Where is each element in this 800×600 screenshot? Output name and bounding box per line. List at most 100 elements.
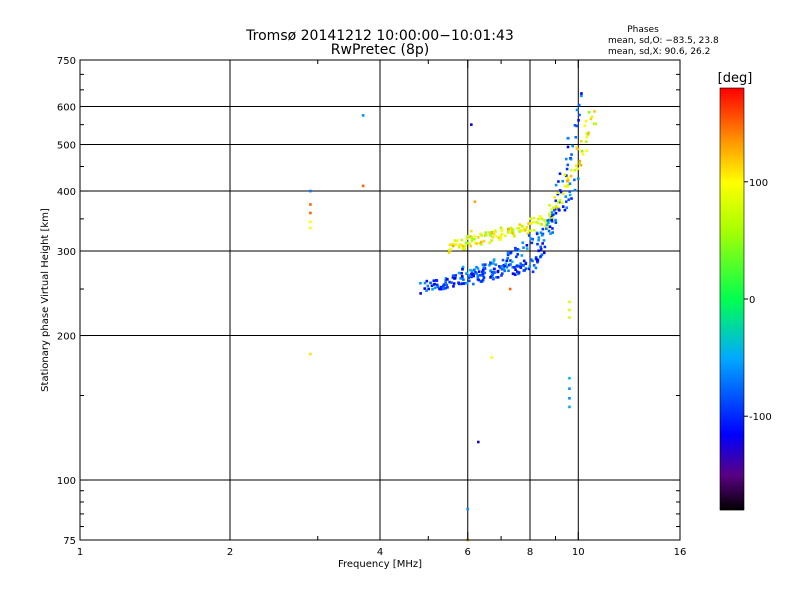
colorbar-band xyxy=(720,451,744,453)
data-point xyxy=(567,198,571,201)
data-point xyxy=(554,218,557,222)
data-point xyxy=(429,281,432,285)
colorbar-band xyxy=(720,269,744,271)
data-point xyxy=(531,220,535,224)
data-point xyxy=(517,249,521,252)
data-point xyxy=(463,244,467,248)
colorbar-band xyxy=(720,91,744,93)
colorbar-band xyxy=(720,456,744,458)
colorbar-band xyxy=(720,292,744,294)
colorbar-band xyxy=(720,108,744,110)
colorbar-band xyxy=(720,124,744,126)
data-point xyxy=(570,197,573,200)
colorbar-band xyxy=(720,403,744,405)
data-point xyxy=(573,188,577,192)
colorbar-band xyxy=(720,299,744,301)
colorbar-band xyxy=(720,114,744,116)
data-point xyxy=(451,276,455,279)
data-point xyxy=(479,242,483,246)
data-point xyxy=(419,281,422,285)
data-point xyxy=(462,282,465,285)
data-point xyxy=(529,222,533,225)
data-point xyxy=(553,209,556,212)
colorbar-band xyxy=(720,113,744,115)
colorbar-band xyxy=(720,219,744,221)
colorbar-band xyxy=(720,202,744,204)
colorbar-band xyxy=(720,367,744,369)
data-point xyxy=(502,266,506,270)
data-point xyxy=(532,264,536,267)
colorbar-band xyxy=(720,393,744,395)
colorbar-band xyxy=(720,168,744,170)
data-point xyxy=(444,281,447,285)
data-point xyxy=(566,185,569,188)
colorbar-band xyxy=(720,439,744,441)
colorbar-band xyxy=(720,268,744,270)
colorbar-band xyxy=(720,400,744,402)
colorbar-band xyxy=(720,399,744,401)
data-point xyxy=(547,229,551,233)
data-point xyxy=(566,136,570,140)
data-point xyxy=(556,200,560,204)
colorbar-band xyxy=(720,101,744,103)
colorbar-band xyxy=(720,104,744,106)
data-point xyxy=(494,263,498,267)
colorbar-band xyxy=(720,340,744,342)
colorbar-band xyxy=(720,311,744,313)
data-point xyxy=(472,268,476,272)
colorbar-band xyxy=(720,191,744,193)
colorbar-band xyxy=(720,89,744,91)
colorbar-band xyxy=(720,270,744,272)
colorbar-band xyxy=(720,430,744,432)
colorbar-band xyxy=(720,507,744,509)
data-point xyxy=(481,278,485,282)
colorbar-band xyxy=(720,281,744,283)
colorbar-band xyxy=(720,204,744,206)
data-point xyxy=(480,279,484,283)
colorbar-band xyxy=(720,236,744,238)
colorbar-band xyxy=(720,102,744,104)
data-point xyxy=(537,249,541,253)
data-point xyxy=(452,282,456,285)
colorbar-band xyxy=(720,249,744,251)
colorbar-band xyxy=(720,211,744,213)
data-point xyxy=(488,231,491,234)
data-point xyxy=(522,269,525,272)
colorbar-band xyxy=(720,396,744,398)
data-point xyxy=(470,123,473,126)
data-point xyxy=(500,232,504,236)
data-point xyxy=(435,283,439,287)
colorbar-band xyxy=(720,417,744,419)
data-point xyxy=(539,231,543,235)
data-point xyxy=(475,272,478,275)
colorbar-band xyxy=(720,461,744,463)
colorbar-band xyxy=(720,131,744,133)
colorbar-band xyxy=(720,142,744,144)
colorbar-band xyxy=(720,434,744,436)
colorbar-band xyxy=(720,450,744,452)
colorbar-band xyxy=(720,411,744,413)
data-point xyxy=(527,234,531,237)
data-point xyxy=(564,195,568,198)
colorbar-band xyxy=(720,95,744,97)
colorbar-band xyxy=(720,426,744,428)
colorbar-band xyxy=(720,460,744,462)
colorbar-band xyxy=(720,362,744,364)
colorbar-band xyxy=(720,363,744,365)
colorbar-band xyxy=(720,474,744,476)
data-point xyxy=(427,287,430,291)
data-point xyxy=(564,200,568,203)
colorbar-band xyxy=(720,344,744,346)
data-point xyxy=(548,217,552,221)
data-point xyxy=(426,284,430,288)
data-point xyxy=(568,300,571,304)
colorbar-band xyxy=(720,261,744,263)
x-tick-label: 8 xyxy=(527,547,533,558)
data-point xyxy=(530,241,534,245)
data-point xyxy=(563,185,567,188)
colorbar-band xyxy=(720,415,744,417)
colorbar-band xyxy=(720,212,744,214)
data-point xyxy=(474,270,477,274)
data-point xyxy=(576,177,580,180)
colorbar-band xyxy=(720,442,744,444)
